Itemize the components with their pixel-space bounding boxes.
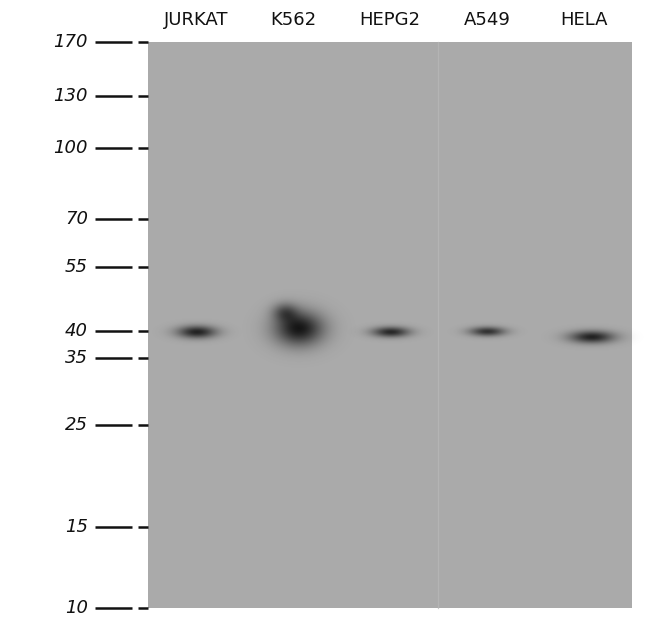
- Text: K562: K562: [270, 11, 317, 29]
- Text: JURKAT: JURKAT: [164, 11, 229, 29]
- Text: 25: 25: [65, 416, 88, 434]
- Text: 70: 70: [65, 210, 88, 228]
- Bar: [148, 42, 632, 608]
- Text: HEPG2: HEPG2: [359, 11, 421, 29]
- Text: 15: 15: [65, 518, 88, 536]
- Text: 170: 170: [53, 33, 88, 51]
- Text: 10: 10: [65, 599, 88, 617]
- Text: A549: A549: [463, 11, 510, 29]
- Text: 130: 130: [53, 87, 88, 105]
- Text: 35: 35: [65, 348, 88, 367]
- Text: HELA: HELA: [560, 11, 607, 29]
- Text: 40: 40: [65, 322, 88, 340]
- Text: 55: 55: [65, 259, 88, 277]
- Text: 100: 100: [53, 139, 88, 157]
